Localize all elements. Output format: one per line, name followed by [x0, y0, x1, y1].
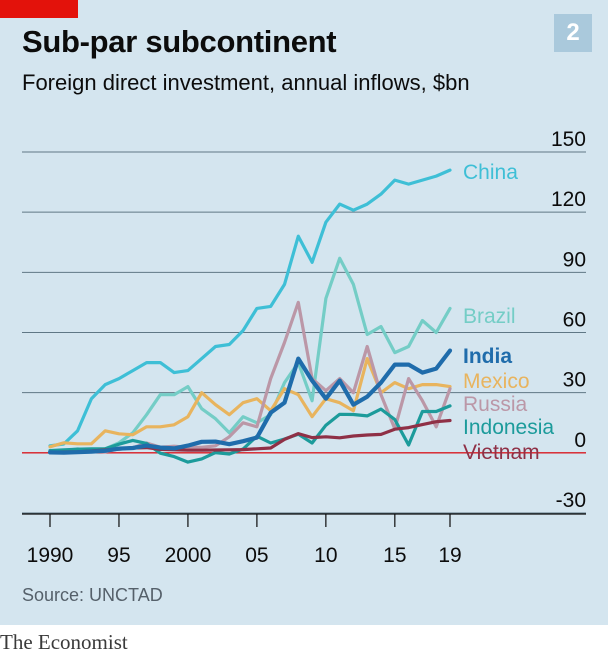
series-line-india [47, 348, 453, 455]
series-label-brazil: Brazil [463, 305, 516, 328]
series-label-indonesia: Indonesia [463, 416, 554, 439]
series-label-india: India [463, 345, 512, 368]
x-tick-label: 05 [245, 544, 268, 567]
source-note: Source: UNCTAD [22, 585, 163, 605]
x-tick-label: 15 [383, 544, 406, 567]
y-tick-label: -30 [556, 489, 586, 512]
y-tick-label: 30 [563, 369, 586, 392]
y-tick-label: 150 [551, 128, 586, 151]
series-label-china: China [463, 161, 518, 184]
chart-panel [0, 0, 608, 625]
x-tick-label: 1990 [27, 544, 74, 567]
chart-number-badge: 2 [554, 14, 592, 52]
series-line-brazil [48, 256, 452, 453]
series-label-russia: Russia [463, 393, 528, 416]
series-line-indonesia [48, 404, 452, 464]
publisher-logo: The Economist [0, 630, 128, 654]
series-label-mexico: Mexico [463, 370, 530, 393]
series-line-china [48, 168, 452, 448]
x-tick-label: 2000 [165, 544, 212, 567]
y-tick-label: 0 [574, 429, 586, 452]
x-tick-label: 95 [107, 544, 130, 567]
brand-tab [0, 0, 78, 18]
chart-subtitle: Foreign direct investment, annual inflow… [22, 70, 470, 95]
series-line-mexico [48, 357, 452, 449]
y-tick-label: 60 [563, 309, 586, 332]
x-tick-label: 10 [314, 544, 337, 567]
series-label-vietnam: Vietnam [463, 441, 540, 464]
x-tick-label: 19 [438, 544, 461, 567]
y-tick-label: 120 [551, 188, 586, 211]
chart-title: Sub-par subcontinent [22, 24, 337, 59]
y-tick-label: 90 [563, 248, 586, 271]
